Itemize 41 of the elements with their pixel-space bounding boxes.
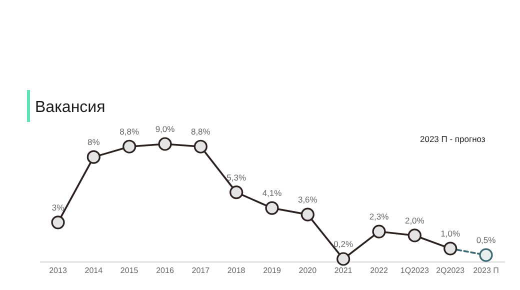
data-label: 8,8% bbox=[190, 126, 211, 137]
point bbox=[158, 137, 172, 151]
data-label: 0,2% bbox=[334, 239, 354, 249]
data-label: 0,5% bbox=[476, 235, 496, 246]
data-label: 2,0% bbox=[404, 215, 425, 226]
x-tick-label: 2014 bbox=[84, 266, 104, 275]
x-tick-label: 2017 bbox=[192, 266, 210, 275]
data-label: 8% bbox=[88, 137, 100, 148]
point bbox=[444, 242, 458, 256]
x-tick-label: 1Q2023 bbox=[400, 266, 430, 275]
x-tick-label: 2022 bbox=[370, 266, 388, 275]
point bbox=[122, 140, 136, 154]
data-label: 9,0% bbox=[155, 124, 176, 134]
data-label: 3% bbox=[52, 202, 65, 212]
data-label: 2,3% bbox=[369, 212, 390, 222]
data-label: 1,0% bbox=[440, 228, 460, 239]
point bbox=[51, 216, 65, 230]
point bbox=[194, 140, 208, 154]
x-tick-label: 2023 П bbox=[473, 266, 500, 275]
x-tick-label: 2Q2023 bbox=[436, 266, 466, 275]
point bbox=[230, 186, 244, 200]
data-label: 5,3% bbox=[226, 172, 246, 182]
text: 2023 П - прогноз bbox=[420, 134, 486, 144]
point bbox=[86, 150, 100, 164]
point bbox=[265, 201, 279, 215]
x-tick-label: 2016 bbox=[156, 266, 174, 275]
x-tick-label: 2013 bbox=[49, 266, 68, 275]
x-tick-label: 2019 bbox=[263, 266, 282, 275]
chart-title: Вакансия bbox=[35, 99, 106, 116]
point bbox=[408, 228, 422, 242]
x-tick-label: 2021 bbox=[334, 266, 353, 275]
data-label: 8,8% bbox=[120, 126, 140, 137]
data-label: 4,1% bbox=[262, 188, 282, 198]
data-label: 3,6% bbox=[298, 194, 318, 205]
x-tick-label: 2015 bbox=[120, 266, 139, 275]
point bbox=[372, 224, 386, 238]
point bbox=[336, 252, 350, 266]
point bbox=[300, 208, 314, 222]
point bbox=[479, 248, 493, 262]
x-tick-label: 2018 bbox=[227, 266, 246, 275]
x-tick-label: 2020 bbox=[298, 266, 318, 275]
